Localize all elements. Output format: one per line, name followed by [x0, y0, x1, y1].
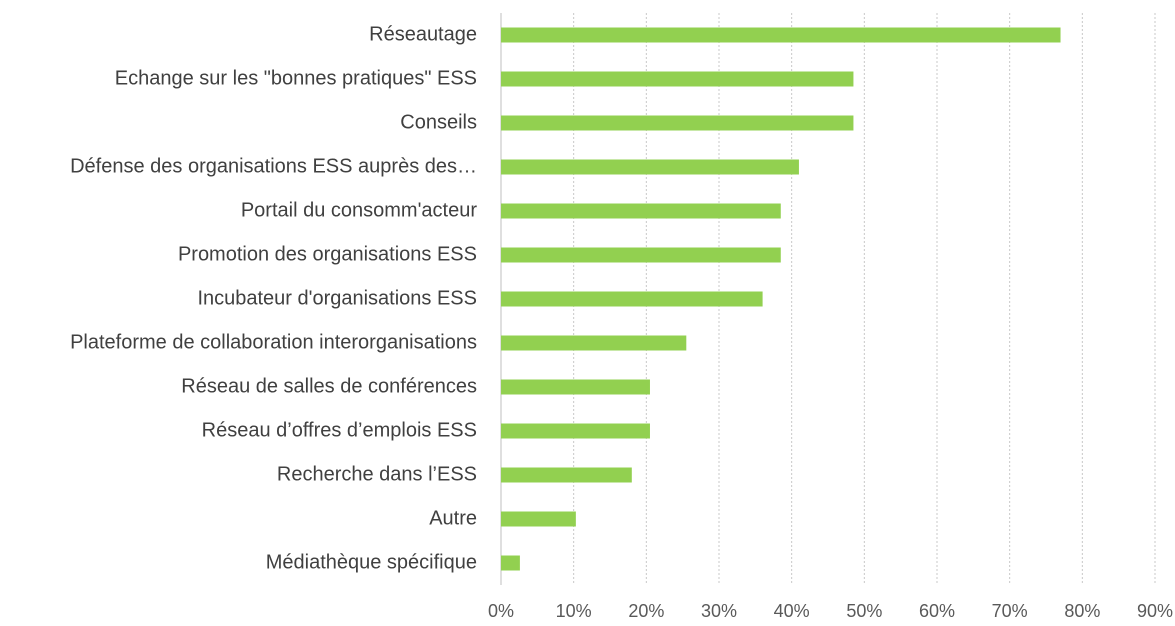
x-tick-label: 50%: [846, 601, 882, 621]
bar: [501, 379, 650, 395]
bar: [501, 511, 576, 527]
bar: [501, 335, 687, 351]
bar: [501, 203, 781, 219]
x-tick-label: 60%: [919, 601, 955, 621]
bar: [501, 555, 520, 571]
y-tick-label: Echange sur les "bonnes pratiques" ESS: [115, 67, 477, 89]
x-tick-label: 30%: [701, 601, 737, 621]
x-tick-label: 40%: [774, 601, 810, 621]
x-tick-label: 20%: [628, 601, 664, 621]
x-tick-label: 90%: [1137, 601, 1173, 621]
y-tick-label: Réseautage: [369, 23, 477, 45]
y-tick-label: Conseils: [400, 111, 477, 133]
y-tick-label: Réseau de salles de conférences: [181, 375, 477, 397]
x-tick-label: 70%: [992, 601, 1028, 621]
y-tick-label: Incubateur d'organisations ESS: [197, 287, 477, 309]
y-tick-label: Autre: [429, 507, 477, 529]
bar: [501, 247, 781, 263]
bar: [501, 291, 763, 307]
y-tick-label: Défense des organisations ESS auprès des…: [70, 155, 477, 177]
bar: [501, 423, 650, 439]
bar: [501, 159, 799, 175]
y-tick-label: Promotion des organisations ESS: [178, 243, 477, 265]
y-tick-label: Plateforme de collaboration interorganis…: [70, 331, 477, 353]
x-tick-label: 80%: [1064, 601, 1100, 621]
x-tick-label: 0%: [488, 601, 514, 621]
bar: [501, 27, 1061, 43]
y-tick-label: Portail du consomm'acteur: [241, 199, 477, 221]
x-tick-label: 10%: [556, 601, 592, 621]
bar: [501, 467, 632, 483]
bar: [501, 115, 854, 131]
bar: [501, 71, 854, 87]
y-tick-label: Médiathèque spécifique: [266, 551, 477, 573]
y-tick-label: Réseau d’offres d’emplois ESS: [202, 419, 477, 441]
y-tick-label: Recherche dans l’ESS: [277, 463, 477, 485]
